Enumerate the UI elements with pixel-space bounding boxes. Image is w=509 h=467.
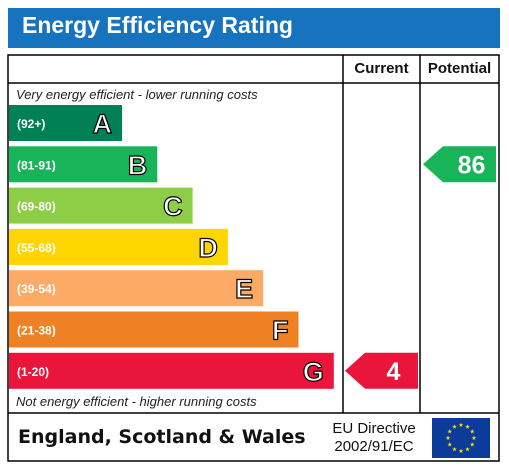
title-bar: [8, 8, 500, 48]
eu-star: [465, 446, 470, 452]
chart-frame: [7, 54, 500, 462]
band-range-label: (81-91): [17, 158, 56, 172]
band-letter: F: [272, 316, 289, 346]
band-range-label: (21-38): [17, 324, 56, 338]
band-range-label: (92+): [17, 117, 45, 131]
band-a: [9, 105, 122, 141]
eu-star: [469, 442, 475, 447]
eu-star: [452, 424, 457, 429]
eu-star: [445, 435, 451, 440]
band-letter: A: [93, 109, 113, 139]
current-column-header: Current: [354, 60, 409, 77]
band-letter: G: [303, 357, 324, 387]
band-d: [9, 228, 228, 265]
eu-star: [458, 422, 464, 427]
eu-directive: EU Directive 2002/91/EC: [322, 420, 426, 456]
eu-star: [465, 424, 470, 429]
eu-star: [452, 446, 457, 452]
band-letter: D: [198, 233, 218, 263]
eu-flag-icon: [432, 418, 490, 458]
bands-layer: (92+) A (81-91) B (69-80) C (55-68) D (39-54) E (2…: [9, 105, 334, 389]
band-e: [9, 270, 264, 307]
eu-star: [447, 442, 453, 447]
rating-arrow-potential: [423, 146, 496, 183]
band-letter: C: [163, 192, 183, 222]
band-range-label: (39-54): [17, 282, 56, 296]
eu-star: [471, 435, 477, 440]
chart-title: Energy Efficiency Rating: [22, 12, 293, 38]
eu-star: [447, 429, 453, 434]
eu-star: [469, 429, 475, 434]
rating-arrow-current: [345, 352, 418, 389]
band-c: [9, 187, 193, 224]
bottom-note: Not energy efficient - higher running co…: [16, 394, 257, 409]
band-b: [9, 146, 158, 183]
rating-value-potential: 86: [458, 151, 486, 179]
band-f: [9, 311, 299, 348]
potential-column-header: Potential: [427, 60, 492, 77]
rating-value-current: 4: [387, 358, 401, 386]
band-letter: E: [235, 274, 253, 304]
directive-line-2: 2002/91/EC: [334, 438, 414, 455]
band-letter: B: [128, 150, 148, 180]
band-range-label: (55-68): [17, 241, 56, 255]
top-note: Very energy efficient - lower running co…: [16, 87, 258, 102]
band-g: [9, 352, 334, 389]
band-range-label: (1-20): [17, 365, 49, 379]
ratings-layer: 4 86: [345, 146, 496, 389]
footer-region: England, Scotland & Wales: [18, 426, 306, 448]
band-range-label: (69-80): [17, 200, 56, 214]
eu-star: [458, 448, 464, 453]
directive-line-1: EU Directive: [332, 420, 416, 437]
